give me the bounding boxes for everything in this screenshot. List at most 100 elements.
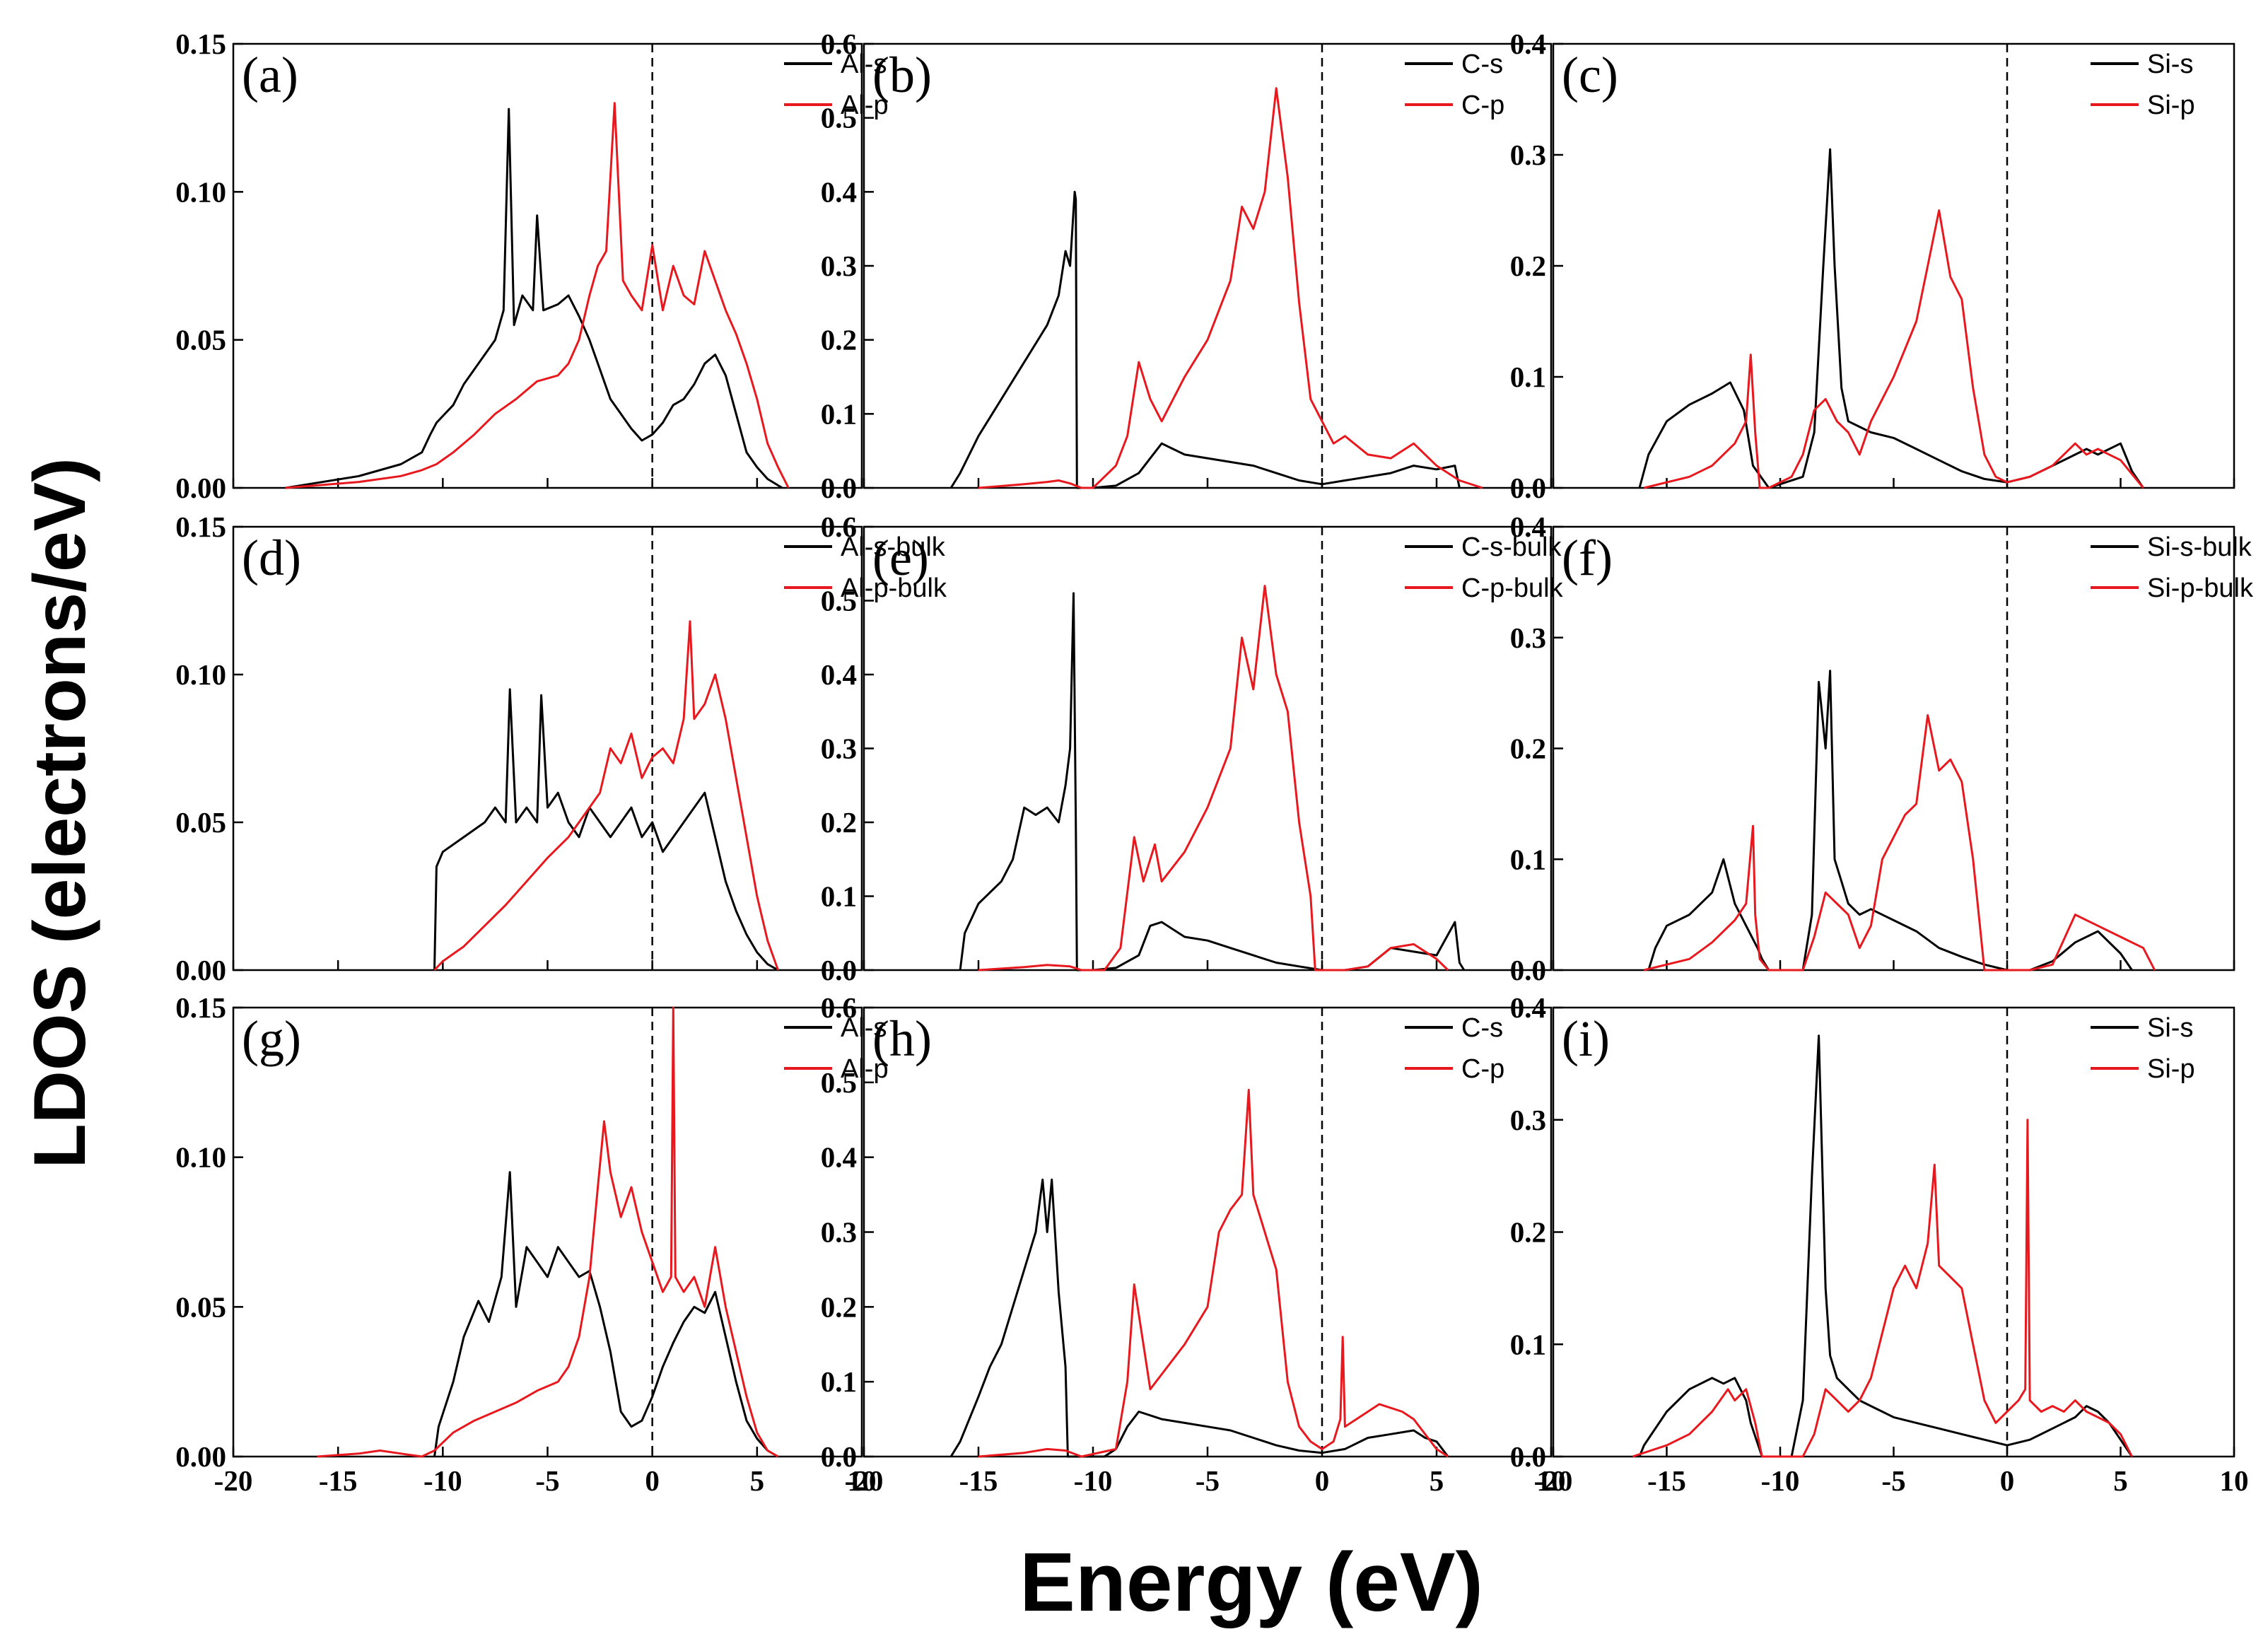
y-tick-label: 0.05 [175, 1290, 226, 1323]
y-tick-label: 0.0 [1510, 1440, 1546, 1473]
y-tick-label: 0.4 [1510, 511, 1546, 543]
series-line-al-p-bulk [433, 620, 779, 972]
y-tick-label: 0.1 [1510, 843, 1546, 875]
y-tick-label: 0.6 [821, 991, 857, 1024]
x-tick-label: -10 [1074, 1464, 1113, 1497]
y-tick-label: 0.4 [821, 658, 857, 691]
y-tick-label: 0.0 [821, 954, 857, 986]
series-line-si-p [1632, 1119, 2133, 1458]
panel-label: (g) [242, 1010, 301, 1067]
y-tick-label: 0.3 [1510, 1104, 1546, 1136]
y-tick-label: 0.3 [821, 250, 857, 282]
y-tick-label: 0.15 [175, 28, 226, 60]
legend-label: C-s [1461, 1013, 1503, 1043]
y-tick-label: 0.6 [821, 511, 857, 543]
x-tick-label: -15 [319, 1464, 358, 1497]
y-tick-label: 0.2 [821, 1290, 857, 1323]
y-tick-label: 0.1 [821, 880, 857, 913]
plot-frame [232, 42, 863, 489]
legend-label: C-p [1461, 91, 1504, 120]
series-line-si-p [1644, 209, 2144, 489]
y-tick-label: 0.4 [1510, 28, 1546, 60]
series-line-c-s [949, 1178, 1449, 1458]
legend-label: Si-p [2147, 1054, 2195, 1084]
x-tick-label: -20 [1534, 1464, 1573, 1497]
legend-label: Al-p-bulk [841, 573, 947, 603]
y-tick-label: 0.4 [1510, 991, 1546, 1024]
plot-frame [863, 42, 1553, 489]
y-tick-label: 0.5 [821, 102, 857, 134]
x-tick-label: 0 [2000, 1464, 2015, 1497]
series-line-al-p [285, 102, 790, 489]
x-tick-label: -20 [845, 1464, 884, 1497]
legend-label: C-s [1461, 49, 1503, 79]
y-tick-label: 0.10 [175, 175, 226, 208]
y-tick-label: 0.10 [175, 658, 226, 691]
plot-frame [232, 525, 863, 972]
x-tick-label: -15 [959, 1464, 998, 1497]
y-tick-label: 0.2 [821, 324, 857, 356]
y-tick-label: 0.5 [821, 1066, 857, 1099]
plot-frame [232, 1006, 863, 1458]
y-tick-label: 0.15 [175, 511, 226, 543]
legend-label: Si-p-bulk [2147, 573, 2254, 603]
x-tick-label: 10 [1537, 1464, 1566, 1497]
x-tick-label: 5 [2113, 1464, 2128, 1497]
panel-label: (i) [1562, 1010, 1610, 1067]
x-tick-label: 5 [1430, 1464, 1444, 1497]
series-line-c-p [978, 87, 1483, 489]
plot-frame [863, 525, 1553, 972]
y-tick-label: 0.3 [821, 1216, 857, 1249]
x-tick-label: -10 [423, 1464, 462, 1497]
y-tick-label: 0.00 [175, 954, 226, 986]
panel-label: (f) [1562, 530, 1613, 586]
y-tick-label: 0.0 [821, 1440, 857, 1473]
series-line-si-p-bulk [1644, 714, 2156, 972]
y-tick-label: 0.2 [821, 806, 857, 839]
y-tick-label: 0.3 [1510, 139, 1546, 171]
y-tick-label: 0.15 [175, 991, 226, 1024]
y-tick-label: 0.1 [1510, 361, 1546, 393]
y-tick-label: 0.00 [175, 1440, 226, 1473]
panel-a: 0.000.050.100.15(a) Al-sAl-p [175, 28, 888, 504]
x-tick-label: 10 [2220, 1464, 2249, 1497]
legend-label: Si-p [2147, 91, 2195, 120]
y-tick-label: 0.3 [1510, 622, 1546, 654]
panel-label: (a) [242, 47, 298, 103]
y-tick-label: 0.6 [821, 28, 857, 60]
x-tick-label: -10 [1761, 1464, 1800, 1497]
y-tick-label: 0.1 [821, 1365, 857, 1398]
y-tick-label: 0.00 [175, 472, 226, 504]
panel-d: 0.00 0.05 0.10 0.15 (d) Al-s-bulk Al-p-bulk [175, 511, 947, 986]
y-tick-label: 0.0 [1510, 472, 1546, 504]
x-axis-title: Energy (eV) [1019, 1536, 1483, 1629]
x-tick-label: 10 [848, 1464, 877, 1497]
panel-label: (e) [872, 530, 929, 586]
legend-label: C-s-bulk [1461, 532, 1562, 562]
series-line-al-s-bulk [433, 688, 779, 972]
series-line-c-p [978, 1088, 1449, 1458]
x-tick-label: -5 [1881, 1464, 1905, 1497]
y-tick-label: 0.2 [1510, 1216, 1546, 1249]
y-tick-label: 0.4 [821, 1141, 857, 1174]
panel-c: 0.0 0.1 0.2 0.3 0.4 (c) Si-s Si-p [1510, 28, 2235, 504]
y-tick-label: 0.3 [821, 733, 857, 765]
y-tick-label: 0.5 [821, 585, 857, 617]
x-tick-label: -5 [1196, 1464, 1220, 1497]
y-tick-label: 0.10 [175, 1141, 226, 1174]
legend-label: Si-s-bulk [2147, 532, 2252, 562]
plot-frame [863, 1006, 1553, 1458]
series-line-al-p [317, 1006, 779, 1458]
panel-i: -20 -15 -10 -5 0 5 100.00.10.20.30.4(i) Si-sSi-… [1510, 991, 2249, 1497]
x-tick-label: 5 [750, 1464, 765, 1497]
plot-frame [1552, 525, 2235, 972]
series-line-al-s [285, 107, 783, 489]
y-tick-label: 0.2 [1510, 250, 1546, 282]
series-line-si-s-bulk [1647, 670, 2133, 972]
y-tick-label: 0.1 [821, 397, 857, 430]
panel-b: 0.0 0.1 0.2 0.3 0.4 0.5 0.6 (b) C-s C-p [821, 28, 1553, 504]
x-tick-label: -15 [1647, 1464, 1686, 1497]
x-tick-label: -20 [214, 1464, 253, 1497]
panel-g: -20 -15 -10 -5 0 5 100.000.050.100.15(g) Al-sAl… [175, 991, 888, 1497]
